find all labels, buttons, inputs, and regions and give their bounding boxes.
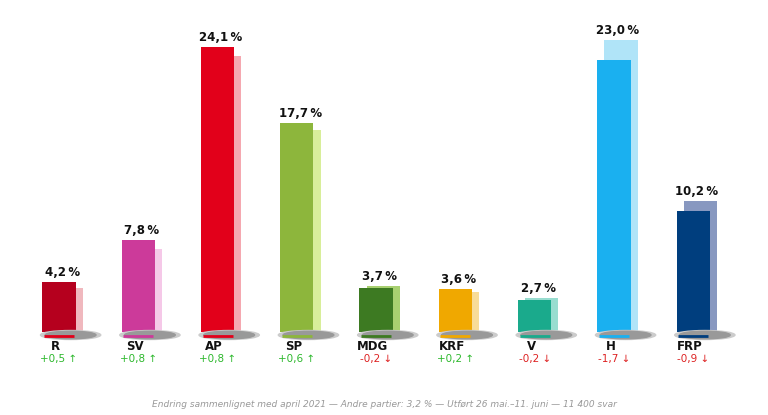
Circle shape	[41, 330, 101, 339]
Bar	[359, 288, 392, 332]
Text: 7,8 %: 7,8 %	[124, 224, 160, 237]
Circle shape	[283, 331, 334, 339]
Text: SP: SP	[285, 340, 302, 353]
Circle shape	[120, 330, 180, 339]
Text: R: R	[51, 340, 60, 353]
Bar	[518, 300, 551, 332]
Circle shape	[516, 330, 577, 339]
Circle shape	[442, 331, 492, 339]
Bar	[49, 288, 83, 332]
Bar	[525, 298, 558, 332]
Text: Endring sammenlignet med april 2021 — Andre partier: 3,2 % — Utført 26 mai.–11. : Endring sammenlignet med april 2021 — An…	[151, 400, 617, 409]
Circle shape	[124, 331, 175, 339]
Text: KRF: KRF	[439, 340, 465, 353]
Circle shape	[680, 331, 730, 339]
Bar	[129, 249, 162, 332]
Circle shape	[675, 330, 735, 339]
Text: MDG: MDG	[357, 340, 389, 353]
Text: SV: SV	[126, 340, 144, 353]
Bar	[446, 292, 479, 332]
Circle shape	[278, 330, 339, 339]
Bar	[280, 122, 313, 332]
Text: AP: AP	[205, 340, 223, 353]
Text: +0,8 ↑: +0,8 ↑	[199, 354, 236, 364]
Text: H: H	[606, 340, 615, 353]
Bar	[201, 47, 234, 332]
Text: -0,9 ↓: -0,9 ↓	[677, 354, 710, 364]
Bar	[208, 56, 241, 332]
Bar	[121, 240, 155, 332]
Text: -0,2 ↓: -0,2 ↓	[360, 354, 392, 364]
Circle shape	[595, 330, 656, 339]
Bar	[366, 286, 400, 332]
Bar	[287, 129, 320, 332]
Circle shape	[362, 331, 413, 339]
Circle shape	[437, 330, 497, 339]
Text: +0,5 ↑: +0,5 ↑	[41, 354, 78, 364]
Bar	[677, 211, 710, 332]
Text: FRP: FRP	[677, 340, 703, 353]
Text: -0,2 ↓: -0,2 ↓	[518, 354, 551, 364]
Circle shape	[204, 331, 254, 339]
Bar	[598, 60, 631, 332]
Text: V: V	[527, 340, 536, 353]
Circle shape	[600, 331, 651, 339]
Circle shape	[199, 330, 260, 339]
Circle shape	[45, 331, 96, 339]
Bar	[604, 40, 637, 332]
Bar	[42, 282, 75, 332]
Text: 3,7 %: 3,7 %	[362, 270, 397, 283]
Text: +0,6 ↑: +0,6 ↑	[278, 354, 316, 364]
Text: 24,1 %: 24,1 %	[200, 31, 243, 44]
Text: 10,2 %: 10,2 %	[675, 185, 718, 198]
Text: +0,2 ↑: +0,2 ↑	[437, 354, 474, 364]
Circle shape	[358, 330, 418, 339]
Text: 3,6 %: 3,6 %	[442, 273, 476, 286]
Text: 2,7 %: 2,7 %	[521, 282, 556, 295]
Bar	[439, 289, 472, 332]
Bar	[684, 201, 717, 332]
Text: +0,8 ↑: +0,8 ↑	[120, 354, 157, 364]
Text: 17,7 %: 17,7 %	[279, 107, 322, 120]
Text: 4,2 %: 4,2 %	[45, 266, 80, 279]
Text: -1,7 ↓: -1,7 ↓	[598, 354, 630, 364]
Text: 23,0 %: 23,0 %	[596, 24, 639, 37]
Circle shape	[521, 331, 571, 339]
